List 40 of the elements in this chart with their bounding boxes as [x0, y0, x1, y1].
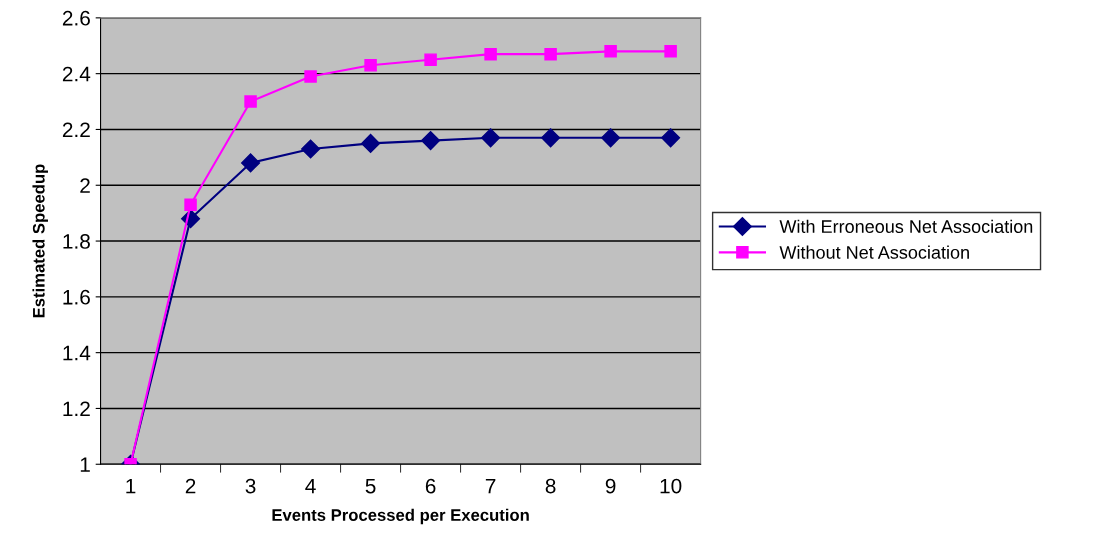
- x-tick-label: 7: [485, 478, 496, 494]
- x-tick-label: 10: [660, 478, 682, 494]
- y-axis-title: Estimated Speedup: [32, 164, 48, 318]
- y-tick-label: 1.4: [63, 345, 91, 361]
- y-tick-label: 1.2: [63, 401, 90, 416]
- point: [241, 153, 261, 173]
- point: [661, 128, 681, 148]
- y-tick-label: 1.6: [63, 289, 90, 305]
- x-axis-title: Events Processed per Execution: [272, 508, 529, 525]
- point: [184, 198, 197, 212]
- point: [301, 139, 321, 159]
- point: [604, 45, 617, 58]
- point: [244, 95, 257, 108]
- point: [364, 59, 377, 72]
- y-tick-label: 2.6: [62, 10, 90, 26]
- point: [601, 128, 621, 148]
- x-tick-label: 4: [305, 478, 316, 494]
- x-tick-label: 6: [425, 478, 436, 494]
- point: [361, 133, 381, 153]
- x-tick-label: 3: [245, 478, 256, 494]
- y-tick-label: 2.2: [62, 122, 90, 137]
- point: [664, 45, 677, 58]
- point: [304, 70, 317, 83]
- x-tick-label: 8: [545, 478, 556, 494]
- point: [544, 47, 557, 61]
- point: [541, 128, 561, 148]
- y-tick-label: 2: [80, 178, 90, 193]
- legend-label: Without Net Association: [779, 245, 969, 259]
- y-tick-label: 1.8: [63, 234, 90, 249]
- point: [484, 47, 497, 61]
- x-tick-label: 2: [185, 478, 196, 494]
- point: [421, 131, 441, 151]
- x-tick-label: 9: [605, 478, 616, 494]
- x-tick-label: 5: [365, 478, 376, 494]
- legend-label: With Erroneous Net Association: [779, 219, 1033, 233]
- y-tick-label: 2.4: [62, 66, 91, 82]
- point: [424, 53, 437, 66]
- y-tick-label: 1: [80, 457, 90, 472]
- point: [481, 128, 501, 148]
- x-tick-label: 1: [126, 478, 136, 494]
